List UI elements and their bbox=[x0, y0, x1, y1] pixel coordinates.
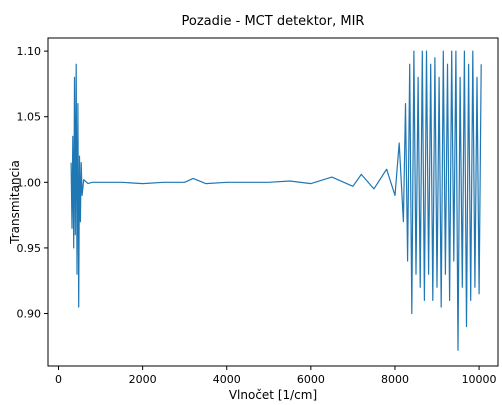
chart-title: Pozadie - MCT detektor, MIR bbox=[182, 14, 365, 29]
x-tick-label: 10000 bbox=[462, 373, 497, 386]
series-line-0 bbox=[70, 50, 482, 351]
y-tick-label: 1.10 bbox=[17, 45, 42, 58]
y-tick-label: 0.90 bbox=[17, 308, 42, 321]
x-tick-label: 0 bbox=[55, 373, 62, 386]
x-tick-label: 8000 bbox=[381, 373, 409, 386]
series-layer bbox=[70, 50, 482, 351]
x-tick-label: 2000 bbox=[129, 373, 157, 386]
x-axis: 0 2000 4000 6000 8000 10000 bbox=[55, 366, 497, 386]
y-axis: 0.90 0.95 1.00 1.05 1.10 bbox=[17, 45, 48, 321]
y-tick-label: 0.95 bbox=[17, 242, 42, 255]
y-axis-label: Transmitancia bbox=[8, 160, 22, 245]
plot-frame bbox=[47, 37, 499, 367]
y-tick-label: 1.00 bbox=[17, 176, 42, 189]
x-tick-label: 4000 bbox=[213, 373, 241, 386]
y-tick-label: 1.05 bbox=[17, 111, 42, 124]
x-axis-label: Vlnočet [1/cm] bbox=[229, 388, 317, 401]
x-tick-label: 6000 bbox=[297, 373, 325, 386]
